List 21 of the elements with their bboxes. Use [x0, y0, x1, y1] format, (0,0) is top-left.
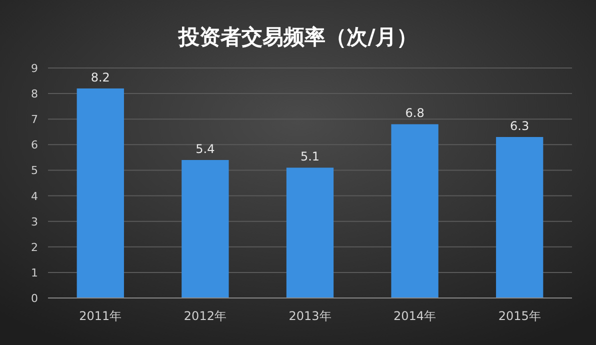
y-tick-label: 0: [31, 292, 38, 305]
y-tick-label: 2: [31, 240, 38, 254]
data-label: 6.3: [510, 119, 530, 133]
x-tick-label: 2014年: [394, 309, 436, 323]
x-tick-label: 2013年: [288, 309, 332, 323]
x-tick-label: 2015年: [498, 309, 541, 323]
y-tick-label: 4: [31, 190, 38, 203]
y-tick-label: 3: [31, 215, 38, 228]
data-label: 5.1: [300, 150, 320, 164]
y-tick-label: 8: [31, 88, 38, 101]
data-label: 5.4: [196, 142, 215, 156]
data-label: 6.8: [405, 106, 424, 120]
y-tick-label: 9: [31, 62, 38, 75]
title: 投资者交易频率（次/月）: [178, 25, 418, 49]
y-tick-label: 6: [31, 138, 38, 152]
data-label: 8.2: [90, 70, 110, 84]
y-tick-label: 7: [31, 113, 38, 126]
x-tick-label: 2011年: [79, 309, 122, 323]
y-tick-label: 1: [31, 266, 38, 280]
y-tick-label: 5: [31, 164, 38, 178]
x-tick-label: 2012年: [184, 309, 226, 323]
